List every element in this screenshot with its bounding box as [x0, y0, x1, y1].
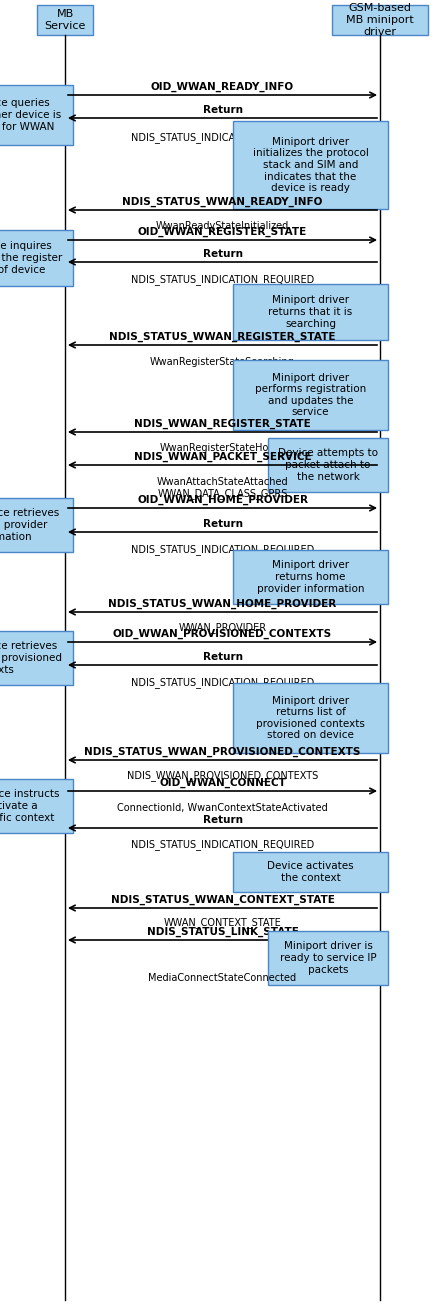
Text: NDIS_STATUS_INDICATION_REQUIRED: NDIS_STATUS_INDICATION_REQUIRED	[131, 133, 314, 144]
Text: OID_WWAN_CONNECT: OID_WWAN_CONNECT	[159, 778, 286, 788]
Text: NDIS_STATUS_LINK_STATE: NDIS_STATUS_LINK_STATE	[147, 927, 299, 937]
Text: Service instructs
to activate a
specific context: Service instructs to activate a specific…	[0, 790, 59, 822]
Text: Device attempts to
packet attach to
the network: Device attempts to packet attach to the …	[278, 449, 378, 482]
Text: Return: Return	[202, 104, 243, 115]
Text: Service retrieves
list of provisioned
contexts: Service retrieves list of provisioned co…	[0, 641, 62, 675]
Text: NDIS_STATUS_INDICATION_REQUIRED: NDIS_STATUS_INDICATION_REQUIRED	[131, 274, 314, 286]
FancyBboxPatch shape	[332, 5, 428, 35]
Text: Service retrieves
home provider
information: Service retrieves home provider informat…	[0, 509, 59, 542]
Text: Return: Return	[202, 249, 243, 258]
FancyBboxPatch shape	[233, 121, 388, 209]
Text: Service queries
whether device is
ready for WWAN: Service queries whether device is ready …	[0, 98, 62, 132]
FancyBboxPatch shape	[233, 360, 388, 431]
FancyBboxPatch shape	[233, 852, 388, 893]
Text: MB
Service: MB Service	[44, 9, 86, 31]
Text: NDIS_STATUS_INDICATION_REQUIRED: NDIS_STATUS_INDICATION_REQUIRED	[131, 544, 314, 556]
Text: WWAN_PROVIDER: WWAN_PROVIDER	[178, 622, 266, 633]
FancyBboxPatch shape	[0, 85, 73, 145]
Text: NDIS_WWAN_REGISTER_STATE: NDIS_WWAN_REGISTER_STATE	[134, 419, 311, 429]
Text: Device activates
the context: Device activates the context	[267, 861, 354, 882]
Text: OID_WWAN_PROVISIONED_CONTEXTS: OID_WWAN_PROVISIONED_CONTEXTS	[113, 629, 332, 639]
Text: WwanAttachStateAttached
WWAN_DATA_CLASS_GPRS: WwanAttachStateAttached WWAN_DATA_CLASS_…	[157, 476, 288, 500]
Text: Miniport driver
performs registration
and updates the
service: Miniport driver performs registration an…	[255, 373, 366, 418]
Text: NDIS_STATUS_INDICATION_REQUIRED: NDIS_STATUS_INDICATION_REQUIRED	[131, 677, 314, 689]
FancyBboxPatch shape	[268, 438, 388, 492]
Text: Miniport driver is
ready to service IP
packets: Miniport driver is ready to service IP p…	[280, 941, 376, 975]
Text: Return: Return	[202, 652, 243, 662]
Text: WWAN_CONTEXT_STATE: WWAN_CONTEXT_STATE	[164, 917, 281, 928]
Text: OID_WWAN_REGISTER_STATE: OID_WWAN_REGISTER_STATE	[138, 227, 307, 238]
FancyBboxPatch shape	[233, 549, 388, 604]
Text: ConnectionId, WwanContextStateActivated: ConnectionId, WwanContextStateActivated	[117, 803, 328, 813]
Text: WwanReadyStateInitialized: WwanReadyStateInitialized	[156, 221, 289, 231]
FancyBboxPatch shape	[268, 930, 388, 985]
FancyBboxPatch shape	[0, 632, 73, 685]
Text: NDIS_STATUS_WWAN_REGISTER_STATE: NDIS_STATUS_WWAN_REGISTER_STATE	[109, 331, 336, 342]
Text: Return: Return	[202, 519, 243, 529]
Text: WwanRegisterStateHome: WwanRegisterStateHome	[160, 442, 285, 453]
FancyBboxPatch shape	[0, 499, 73, 552]
Text: NDIS_STATUS_WWAN_PROVISIONED_CONTEXTS: NDIS_STATUS_WWAN_PROVISIONED_CONTEXTS	[84, 746, 361, 757]
Text: Service inquires
about the register
state of device: Service inquires about the register stat…	[0, 241, 63, 274]
Text: NDIS_WWAN_PACKET_SERVICE: NDIS_WWAN_PACKET_SERVICE	[134, 452, 311, 462]
Text: NDIS_WWAN_PROVISIONED_CONTEXTS: NDIS_WWAN_PROVISIONED_CONTEXTS	[127, 770, 318, 782]
Text: NDIS_STATUS_WWAN_READY_INFO: NDIS_STATUS_WWAN_READY_INFO	[122, 197, 323, 207]
FancyBboxPatch shape	[37, 5, 93, 35]
Text: GSM-based
MB miniport
driver: GSM-based MB miniport driver	[346, 4, 414, 37]
Text: WwanRegisterStateSearching: WwanRegisterStateSearching	[150, 358, 295, 367]
Text: Miniport driver
returns that it is
searching: Miniport driver returns that it is searc…	[268, 295, 353, 329]
Text: OID_WWAN_READY_INFO: OID_WWAN_READY_INFO	[151, 82, 294, 91]
Text: OID_WWAN_HOME_PROVIDER: OID_WWAN_HOME_PROVIDER	[137, 495, 308, 505]
Text: Miniport driver
returns list of
provisioned contexts
stored on device: Miniport driver returns list of provisio…	[256, 696, 365, 740]
Text: Return: Return	[202, 816, 243, 825]
FancyBboxPatch shape	[233, 284, 388, 341]
Text: MediaConnectStateConnected: MediaConnectStateConnected	[148, 974, 296, 983]
FancyBboxPatch shape	[233, 683, 388, 753]
Text: NDIS_STATUS_WWAN_CONTEXT_STATE: NDIS_STATUS_WWAN_CONTEXT_STATE	[110, 895, 334, 904]
Text: NDIS_STATUS_WWAN_HOME_PROVIDER: NDIS_STATUS_WWAN_HOME_PROVIDER	[108, 599, 337, 609]
FancyBboxPatch shape	[0, 779, 73, 833]
Text: Miniport driver
initializes the protocol
stack and SIM and
indicates that the
de: Miniport driver initializes the protocol…	[253, 137, 368, 193]
Text: NDIS_STATUS_INDICATION_REQUIRED: NDIS_STATUS_INDICATION_REQUIRED	[131, 839, 314, 851]
FancyBboxPatch shape	[0, 230, 73, 286]
Text: Miniport driver
returns home
provider information: Miniport driver returns home provider in…	[257, 560, 364, 594]
